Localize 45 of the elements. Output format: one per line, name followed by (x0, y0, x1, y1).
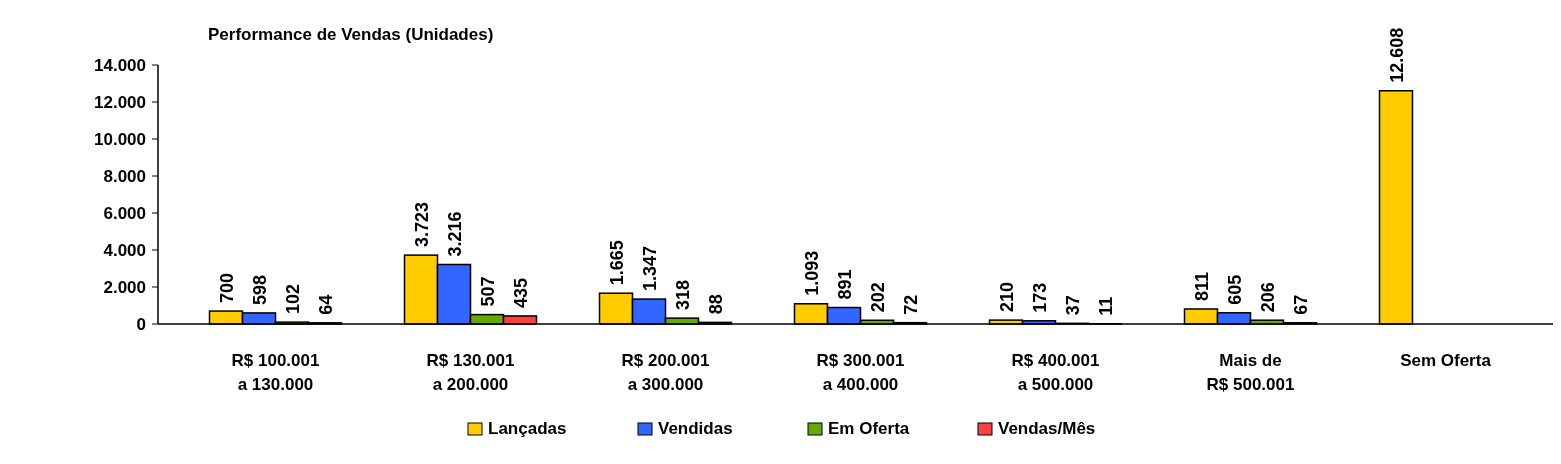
x-tick-label: R$ 400.001 a 500.000 (1011, 351, 1100, 394)
data-label: 102 (283, 284, 303, 315)
data-label: 507 (478, 276, 498, 307)
x-tick-label: R$ 130.001 a 200.000 (426, 351, 515, 394)
x-tick-label: R$ 100.001 a 130.000 (231, 351, 320, 394)
legend-label: Vendas/Mês (998, 419, 1096, 438)
data-label: 206 (1258, 282, 1278, 313)
data-label: 891 (835, 269, 855, 300)
y-tick-label: 0 (136, 314, 146, 334)
y-tick-label: 12.000 (94, 92, 146, 112)
data-label: 811 (1192, 271, 1212, 301)
data-label: 67 (1291, 294, 1311, 315)
data-label: 605 (1225, 274, 1245, 305)
y-tick-label: 14.000 (94, 55, 146, 75)
y-tick-label: 2.000 (103, 277, 146, 297)
data-label: 3.216 (445, 211, 465, 257)
data-label: 700 (217, 273, 237, 304)
data-label: 64 (316, 294, 336, 315)
y-tick-label: 8.000 (103, 166, 146, 186)
data-label: 173 (1030, 282, 1050, 313)
data-label: 1.665 (607, 240, 627, 286)
data-label: 11 (1096, 296, 1116, 316)
y-tick-label: 10.000 (94, 129, 146, 149)
data-label: 88 (706, 294, 726, 315)
legend-label: Vendidas (658, 419, 733, 438)
y-tick-label: 6.000 (103, 203, 146, 223)
x-tick-label: Sem Oferta (1400, 351, 1492, 370)
legend-label: Em Oferta (828, 419, 910, 438)
data-label: 318 (673, 280, 693, 311)
legend-label: Lançadas (488, 419, 567, 438)
chart-title: Performance de Vendas (Unidades) (208, 25, 494, 44)
data-label: 1.093 (802, 250, 822, 296)
data-label: 72 (901, 294, 921, 315)
data-label: 12.608 (1387, 27, 1407, 83)
data-label: 202 (868, 282, 888, 313)
data-label: 1.347 (640, 246, 660, 292)
y-tick-label: 4.000 (103, 240, 146, 260)
data-label: 37 (1063, 295, 1083, 316)
data-label: 3.723 (412, 202, 432, 248)
x-tick-label: Mais de R$ 500.001 (1206, 351, 1295, 394)
data-label: 435 (511, 277, 531, 308)
data-label: 210 (997, 282, 1017, 313)
data-label: 598 (250, 274, 270, 305)
x-tick-label: R$ 300.001 a 400.000 (816, 351, 905, 394)
x-tick-label: R$ 200.001 a 300.000 (621, 351, 710, 394)
